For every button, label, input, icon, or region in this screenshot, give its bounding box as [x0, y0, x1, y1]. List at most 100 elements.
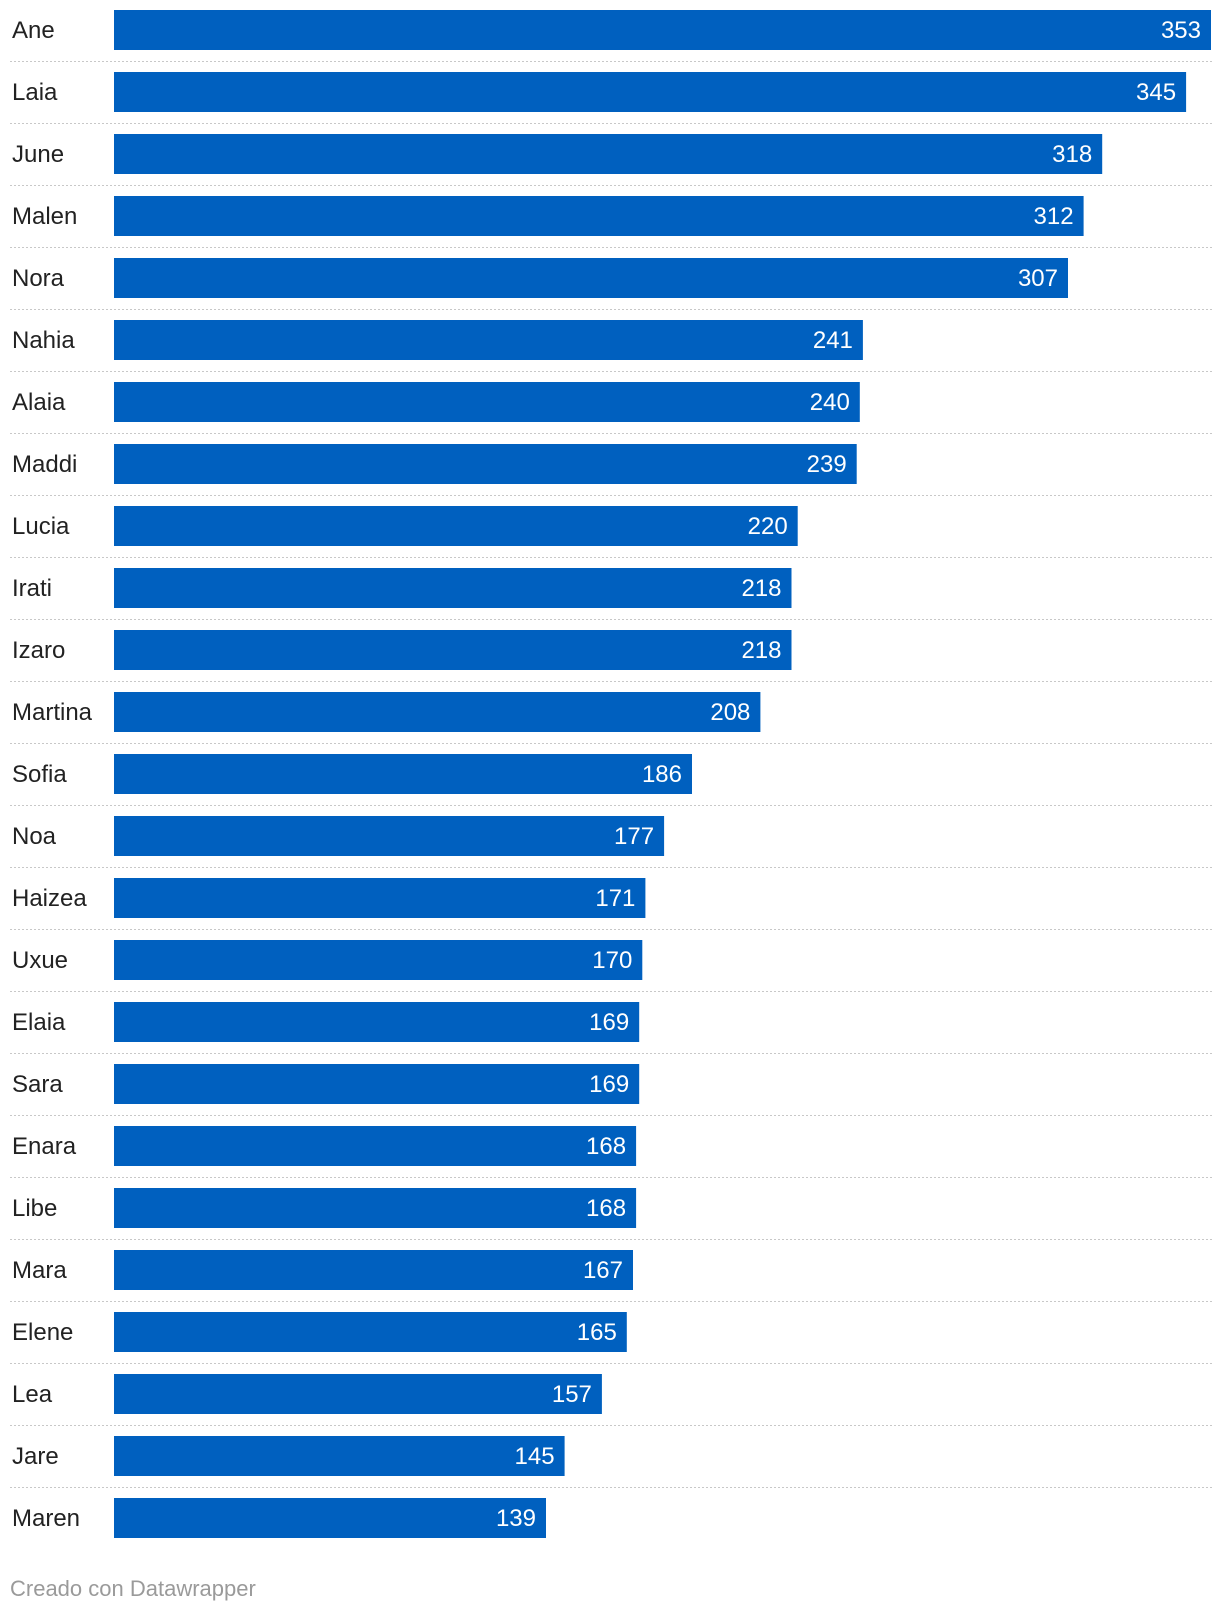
- bar-lucia[interactable]: [114, 506, 798, 546]
- bar-elaia[interactable]: [114, 1002, 640, 1042]
- category-label-maddi: Maddi: [12, 451, 77, 478]
- category-label-malen: Malen: [12, 203, 77, 230]
- value-label-elene: 165: [577, 1319, 617, 1346]
- value-label-jare: 145: [515, 1443, 555, 1470]
- value-label-ane: 353: [1161, 17, 1201, 44]
- category-label-noa: Noa: [12, 823, 57, 850]
- category-label-izaro: Izaro: [12, 637, 65, 664]
- value-label-libe: 168: [586, 1195, 626, 1222]
- value-label-maren: 139: [496, 1505, 536, 1532]
- category-label-uxue: Uxue: [12, 947, 68, 974]
- category-label-sara: Sara: [12, 1071, 63, 1098]
- bar-row-noa: Noa 177: [10, 816, 1212, 868]
- value-label-martina: 208: [710, 699, 750, 726]
- category-label-mara: Mara: [12, 1257, 67, 1284]
- value-label-lucia: 220: [748, 513, 788, 540]
- value-label-haizea: 171: [595, 885, 635, 912]
- category-label-maren: Maren: [12, 1505, 80, 1532]
- value-label-nahia: 241: [813, 327, 853, 354]
- category-label-jare: Jare: [12, 1443, 59, 1470]
- bar-row-laia: Laia 345: [10, 72, 1212, 124]
- bar-row-ane: Ane 353: [10, 10, 1212, 62]
- category-label-martina: Martina: [12, 699, 93, 726]
- bar-martina[interactable]: [114, 692, 761, 732]
- category-label-elaia: Elaia: [12, 1009, 66, 1036]
- bar-row-jare: Jare 145: [10, 1436, 1212, 1488]
- bar-row-lucia: Lucia 220: [10, 506, 1212, 558]
- bar-june[interactable]: [114, 134, 1103, 174]
- value-label-izaro: 218: [741, 637, 781, 664]
- bar-row-june: June 318: [10, 134, 1212, 186]
- bar-row-irati: Irati 218: [10, 568, 1212, 620]
- category-label-irati: Irati: [12, 575, 52, 602]
- bar-sofia[interactable]: [114, 754, 692, 794]
- value-label-enara: 168: [586, 1133, 626, 1160]
- value-label-alaia: 240: [810, 389, 850, 416]
- value-label-uxue: 170: [592, 947, 632, 974]
- value-label-irati: 218: [741, 575, 781, 602]
- bar-noa[interactable]: [114, 816, 665, 856]
- bar-row-maren: Maren 139: [12, 1498, 546, 1538]
- value-label-sofia: 186: [642, 761, 682, 788]
- bar-mara[interactable]: [114, 1250, 633, 1290]
- bar-nora[interactable]: [114, 258, 1068, 298]
- bar-row-elene: Elene 165: [10, 1312, 1212, 1364]
- bar-row-libe: Libe 168: [10, 1188, 1212, 1240]
- chart-rows: Ane 353 Laia 345 June 318 Malen 312 Nora 307 Nahia…: [10, 10, 1212, 1538]
- bar-haizea[interactable]: [114, 878, 646, 918]
- bar-row-alaia: Alaia 240: [10, 382, 1212, 434]
- bar-row-elaia: Elaia 169: [10, 1002, 1212, 1054]
- value-label-lea: 157: [552, 1381, 592, 1408]
- category-label-nahia: Nahia: [12, 327, 75, 354]
- bar-row-malen: Malen 312: [10, 196, 1212, 248]
- bar-izaro[interactable]: [114, 630, 792, 670]
- bar-row-sara: Sara 169: [10, 1064, 1212, 1116]
- category-label-nora: Nora: [12, 265, 65, 292]
- value-label-mara: 167: [583, 1257, 623, 1284]
- bar-irati[interactable]: [114, 568, 792, 608]
- bar-row-haizea: Haizea 171: [10, 878, 1212, 930]
- bar-row-enara: Enara 168: [10, 1126, 1212, 1178]
- bar-elene[interactable]: [114, 1312, 627, 1352]
- bar-row-sofia: Sofia 186: [10, 754, 1212, 806]
- bar-row-nora: Nora 307: [10, 258, 1212, 310]
- category-label-haizea: Haizea: [12, 885, 87, 912]
- bar-alaia[interactable]: [114, 382, 860, 422]
- bar-row-lea: Lea 157: [10, 1374, 1212, 1426]
- bar-jare[interactable]: [114, 1436, 565, 1476]
- value-label-june: 318: [1052, 141, 1092, 168]
- category-label-ane: Ane: [12, 17, 55, 44]
- value-label-nora: 307: [1018, 265, 1058, 292]
- bar-row-maddi: Maddi 239: [10, 444, 1212, 496]
- footer-credit[interactable]: Creado con Datawrapper: [10, 1576, 256, 1601]
- value-label-laia: 345: [1136, 79, 1176, 106]
- bar-ane[interactable]: [114, 10, 1211, 50]
- bar-row-martina: Martina 208: [10, 692, 1212, 744]
- value-label-maddi: 239: [807, 451, 847, 478]
- value-label-malen: 312: [1034, 203, 1074, 230]
- category-label-alaia: Alaia: [12, 389, 66, 416]
- bar-nahia[interactable]: [114, 320, 863, 360]
- bar-libe[interactable]: [114, 1188, 637, 1228]
- value-label-noa: 177: [614, 823, 654, 850]
- bar-row-mara: Mara 167: [10, 1250, 1212, 1302]
- category-label-enara: Enara: [12, 1133, 77, 1160]
- bar-enara[interactable]: [114, 1126, 637, 1166]
- bar-sara[interactable]: [114, 1064, 640, 1104]
- category-label-sofia: Sofia: [12, 761, 67, 788]
- category-label-lucia: Lucia: [12, 513, 70, 540]
- bar-maddi[interactable]: [114, 444, 857, 484]
- bar-uxue[interactable]: [114, 940, 643, 980]
- bar-row-uxue: Uxue 170: [10, 940, 1212, 992]
- bar-chart: Ane 353 Laia 345 June 318 Malen 312 Nora 307 Nahia…: [10, 10, 1212, 1538]
- category-label-libe: Libe: [12, 1195, 57, 1222]
- bar-maren[interactable]: [114, 1498, 546, 1538]
- value-label-elaia: 169: [589, 1009, 629, 1036]
- bar-laia[interactable]: [114, 72, 1187, 112]
- category-label-june: June: [12, 141, 64, 168]
- value-label-sara: 169: [589, 1071, 629, 1098]
- bar-malen[interactable]: [114, 196, 1084, 236]
- bar-lea[interactable]: [114, 1374, 602, 1414]
- bar-row-nahia: Nahia 241: [10, 320, 1212, 372]
- category-label-lea: Lea: [12, 1381, 53, 1408]
